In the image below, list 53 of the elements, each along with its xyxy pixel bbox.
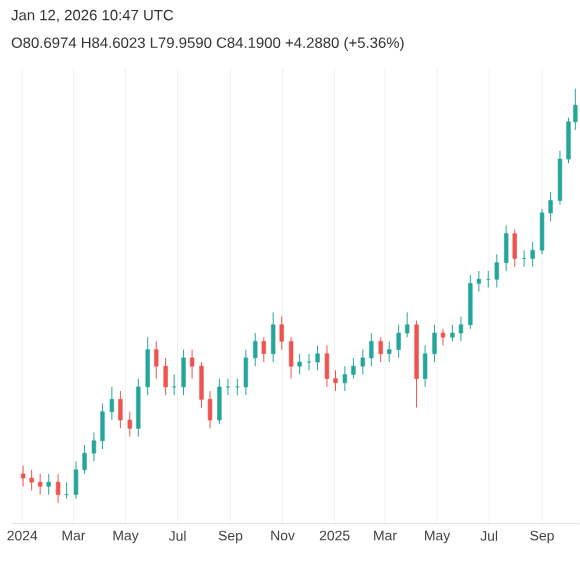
candlestick bbox=[243, 349, 249, 396]
candlestick bbox=[440, 328, 446, 347]
candlestick bbox=[539, 208, 545, 256]
candlestick bbox=[189, 349, 195, 380]
candlestick bbox=[91, 432, 97, 463]
candlestick bbox=[37, 473, 43, 496]
candlestick bbox=[512, 229, 517, 268]
candlestick bbox=[64, 481, 69, 500]
candlestick bbox=[171, 374, 177, 396]
candlestick bbox=[530, 241, 535, 268]
candlestick bbox=[494, 254, 499, 289]
candlestick bbox=[521, 249, 527, 268]
candlestick bbox=[405, 312, 410, 338]
candlestick bbox=[369, 332, 374, 367]
candlestick bbox=[378, 336, 383, 363]
candlestick bbox=[468, 274, 473, 330]
candlestick bbox=[351, 357, 356, 380]
candlestick bbox=[73, 461, 79, 500]
candlestick bbox=[458, 316, 464, 343]
candlestick bbox=[181, 349, 186, 396]
candlestick bbox=[253, 332, 258, 367]
candlestick bbox=[217, 378, 222, 425]
candlestick bbox=[163, 357, 168, 396]
candlestick bbox=[342, 365, 348, 392]
candlestick bbox=[306, 353, 312, 372]
candlestick bbox=[315, 345, 320, 372]
candlestick bbox=[118, 390, 123, 430]
candlestick bbox=[271, 312, 276, 363]
candlestick bbox=[324, 345, 330, 388]
candlestick bbox=[225, 378, 231, 396]
candlestick bbox=[432, 324, 437, 363]
candlestick bbox=[145, 336, 150, 396]
candlestick bbox=[387, 341, 392, 363]
candlestick bbox=[297, 353, 302, 376]
candlestick bbox=[100, 403, 105, 450]
candlestick bbox=[288, 336, 294, 380]
candlestick bbox=[504, 225, 509, 272]
candlestick bbox=[422, 345, 428, 388]
candlestick bbox=[55, 473, 61, 504]
candlestick bbox=[261, 336, 266, 363]
candlestick bbox=[360, 349, 365, 376]
candlestick bbox=[136, 378, 141, 438]
candlestick bbox=[20, 465, 26, 488]
candlestick bbox=[46, 473, 51, 496]
candlestick bbox=[109, 386, 115, 421]
candlestick bbox=[279, 316, 284, 351]
candlestick bbox=[127, 411, 132, 438]
candlestick bbox=[333, 370, 338, 392]
candlestick bbox=[486, 270, 491, 289]
candlestick bbox=[29, 469, 34, 492]
candlestick bbox=[557, 150, 563, 206]
candlestick bbox=[154, 341, 159, 380]
candlestick bbox=[396, 324, 401, 359]
